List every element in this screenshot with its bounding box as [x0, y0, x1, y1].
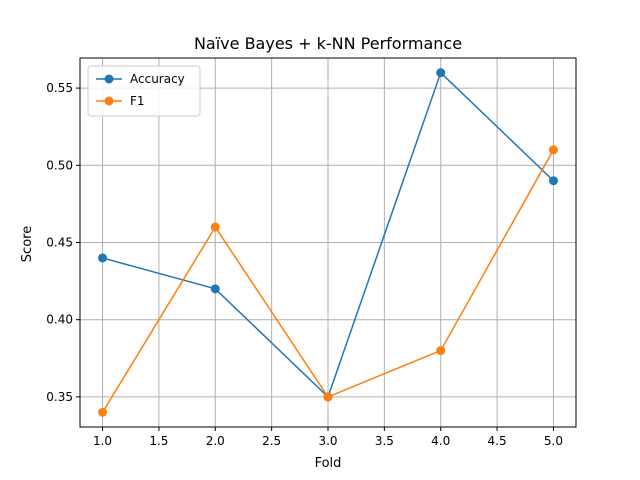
x-tick-label: 3.5 — [375, 434, 394, 448]
accuracy-point — [98, 253, 108, 263]
legend-accuracy-label: Accuracy — [130, 72, 185, 86]
x-tick-label: 4.5 — [488, 434, 507, 448]
x-tick-label: 3.0 — [318, 434, 337, 448]
y-tick-label: 0.40 — [46, 313, 73, 327]
x-tick-label: 1.0 — [93, 434, 112, 448]
grid — [80, 58, 576, 427]
accuracy-point — [548, 176, 558, 186]
x-axis-label: Fold — [315, 456, 342, 471]
x-tick-label: 4.0 — [431, 434, 450, 448]
legend: Accuracy F1 — [87, 65, 201, 117]
y-tick-label: 0.45 — [46, 236, 73, 250]
legend-accuracy-marker — [104, 74, 114, 84]
y-tick-label: 0.55 — [46, 81, 73, 95]
x-tick-label: 5.0 — [544, 434, 563, 448]
chart-title: Naïve Bayes + k-NN Performance — [194, 34, 462, 53]
x-tick-label: 2.0 — [206, 434, 225, 448]
f1-point — [323, 392, 333, 402]
f1-point — [210, 222, 220, 232]
series-layer — [98, 68, 558, 417]
accuracy-point — [436, 68, 446, 78]
accuracy-point — [210, 284, 220, 294]
f1-point — [548, 145, 558, 155]
y-axis-label: Score — [20, 226, 35, 262]
legend-f1-marker — [104, 96, 114, 106]
x-axis: 1.0 1.5 2.0 2.5 3.0 3.5 4.0 4.5 5.0 — [93, 427, 563, 448]
y-tick-label: 0.50 — [46, 158, 73, 172]
x-tick-label: 2.5 — [262, 434, 281, 448]
legend-f1-label: F1 — [130, 94, 145, 108]
y-axis: 0.35 0.40 0.45 0.50 0.55 — [46, 81, 80, 404]
f1-point — [98, 407, 108, 417]
f1-point — [436, 346, 446, 356]
x-tick-label: 1.5 — [149, 434, 168, 448]
y-tick-label: 0.35 — [46, 390, 73, 404]
